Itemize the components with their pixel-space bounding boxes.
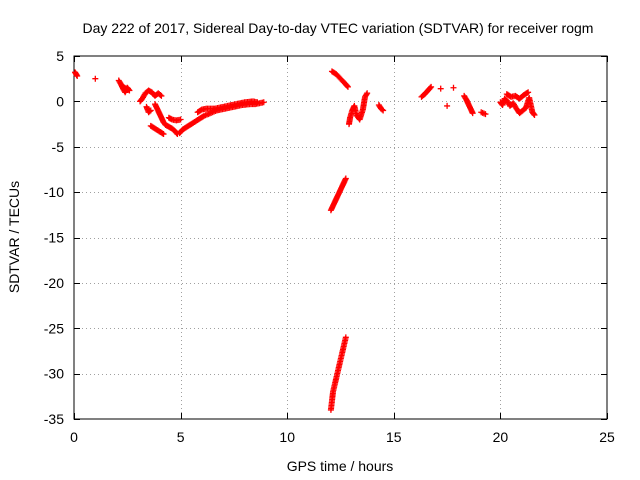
data-point bbox=[177, 116, 184, 123]
chart-title: Day 222 of 2017, Sidereal Day-to-day VTE… bbox=[83, 20, 594, 36]
data-point bbox=[147, 107, 154, 114]
y-tick-label: 5 bbox=[56, 48, 64, 64]
data-point bbox=[482, 111, 489, 118]
axis-ticks: 0 5 10 15 20 25 5 0 -5 -10 -15 -20 -25 -30 -35 bbox=[44, 48, 615, 445]
y-tick-label: -25 bbox=[44, 320, 64, 336]
data-point bbox=[344, 83, 351, 90]
data-point bbox=[469, 110, 476, 117]
y-axis-label: SDTVAR / TECUs bbox=[6, 181, 22, 293]
data-point bbox=[427, 84, 434, 91]
data-point bbox=[363, 91, 370, 98]
x-tick-label: 10 bbox=[279, 429, 295, 445]
data-point bbox=[342, 175, 349, 182]
data-point bbox=[530, 111, 537, 118]
data-point bbox=[160, 131, 167, 138]
data-point bbox=[444, 102, 451, 109]
y-tick-label: -35 bbox=[44, 411, 64, 427]
y-tick-label: 0 bbox=[56, 93, 64, 109]
y-tick-label: -30 bbox=[44, 366, 64, 382]
x-tick-label: 15 bbox=[386, 429, 402, 445]
x-tick-label: 0 bbox=[70, 429, 78, 445]
data-point bbox=[525, 89, 532, 96]
grid bbox=[74, 56, 607, 419]
data-point bbox=[92, 75, 99, 82]
data-point bbox=[524, 89, 531, 96]
data-point bbox=[342, 334, 349, 341]
data-point bbox=[146, 108, 153, 115]
data-point bbox=[364, 90, 371, 97]
data-point bbox=[450, 84, 457, 91]
data-point bbox=[379, 106, 386, 113]
data-point bbox=[437, 85, 444, 92]
data-points bbox=[72, 68, 538, 413]
plot-frame bbox=[73, 55, 608, 420]
data-point bbox=[159, 130, 166, 137]
data-point bbox=[344, 82, 351, 89]
y-tick-label: -10 bbox=[44, 184, 64, 200]
data-point bbox=[118, 82, 125, 89]
x-axis-label: GPS time / hours bbox=[287, 458, 394, 474]
data-point bbox=[74, 72, 81, 79]
x-tick-label: 20 bbox=[493, 429, 509, 445]
data-point bbox=[254, 99, 261, 106]
y-tick-label: -5 bbox=[52, 139, 65, 155]
x-tick-label: 5 bbox=[177, 429, 185, 445]
data-point bbox=[380, 107, 387, 114]
data-point bbox=[157, 92, 164, 99]
data-point bbox=[260, 99, 267, 106]
data-point bbox=[428, 83, 435, 90]
data-point bbox=[531, 111, 538, 118]
data-point bbox=[158, 92, 165, 99]
y-tick-label: -15 bbox=[44, 230, 64, 246]
y-tick-label: -20 bbox=[44, 275, 64, 291]
x-tick-label: 25 bbox=[599, 429, 615, 445]
data-point bbox=[120, 83, 127, 90]
